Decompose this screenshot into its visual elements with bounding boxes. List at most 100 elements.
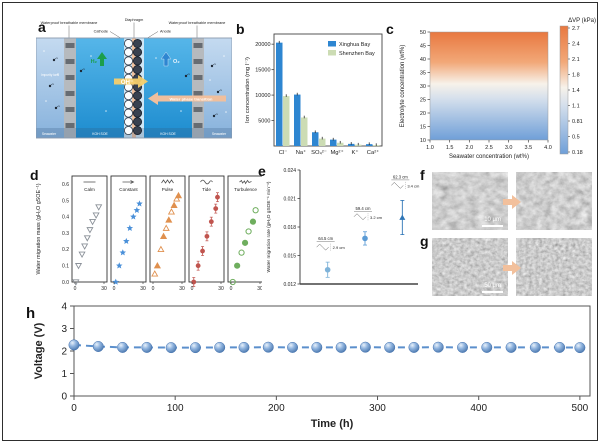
svg-text:Xinghua Bay: Xinghua Bay	[339, 42, 370, 48]
oh-label: OH⁻	[121, 79, 134, 86]
svg-text:59.4 cm: 59.4 cm	[356, 206, 371, 211]
water-phase-label: Water phase transition	[170, 96, 214, 101]
svg-text:0.015: 0.015	[283, 253, 296, 259]
svg-text:30: 30	[218, 286, 224, 292]
svg-text:ΔVP (kPa): ΔVP (kPa)	[568, 18, 596, 24]
svg-text:20000: 20000	[255, 42, 270, 48]
svg-text:1.8: 1.8	[572, 73, 580, 79]
svg-text:30: 30	[257, 286, 262, 292]
svg-text:0.018: 0.018	[283, 225, 296, 231]
svg-text:3: 3	[61, 324, 67, 335]
ion-concentration-bar-chart: 5000 10000 15000 20000 Cl⁻ Na⁺ SO₄²⁻ Mg²⁺ K⁺ Ca²⁺…	[245, 33, 383, 156]
sem-image-f-right	[516, 172, 592, 230]
svg-text:Constant: Constant	[119, 187, 138, 192]
svg-text:35: 35	[420, 71, 426, 77]
svg-text:0.2: 0.2	[62, 247, 69, 253]
svg-text:2.7: 2.7	[572, 26, 580, 32]
svg-text:2: 2	[61, 347, 67, 358]
o2-label: O₂	[173, 59, 180, 65]
electrolyzer-schematic: Waterproof breathable membrane Diaphragm…	[36, 18, 232, 139]
svg-text:1.0: 1.0	[426, 145, 434, 151]
svg-text:1.4: 1.4	[572, 88, 580, 94]
sem-transition-arrow-f-icon	[503, 195, 521, 209]
svg-text:0: 0	[74, 286, 77, 292]
svg-text:Seawater concentration (wt%): Seawater concentration (wt%)	[449, 154, 529, 160]
svg-text:50: 50	[420, 30, 426, 36]
svg-text:Ca²⁺: Ca²⁺	[367, 149, 379, 156]
sem-image-g-left: 50 μm	[432, 238, 508, 296]
svg-text:4: 4	[61, 302, 67, 313]
svg-text:300: 300	[369, 403, 386, 414]
svg-text:0: 0	[61, 392, 67, 403]
svg-text:0: 0	[191, 286, 194, 292]
scale-bar-g: 50 μm	[482, 283, 503, 293]
impurity-ions-label: Impurity ions	[41, 73, 59, 77]
svg-text:100: 100	[167, 403, 184, 414]
svg-text:Pulse: Pulse	[162, 187, 174, 192]
koh-right-label: KOH SOE	[160, 132, 176, 136]
svg-text:2.4: 2.4	[572, 42, 580, 48]
svg-text:25: 25	[420, 98, 426, 104]
membrane-left-label: Waterproof breathable membrane	[41, 21, 98, 25]
panel-label-e: e	[258, 163, 266, 179]
panel-label-b: b	[236, 21, 245, 37]
svg-text:62.3 cm: 62.3 cm	[393, 174, 408, 179]
svg-text:4.0: 4.0	[544, 145, 552, 151]
svg-text:Mg²⁺: Mg²⁺	[330, 149, 343, 156]
svg-text:1: 1	[61, 369, 67, 380]
panel-label-a: a	[38, 19, 46, 35]
svg-text:3.5: 3.5	[525, 145, 533, 151]
svg-text:0.1: 0.1	[62, 263, 69, 269]
oh-arrow-icon	[114, 75, 148, 88]
svg-text:0.5: 0.5	[62, 198, 69, 204]
svg-text:0.024: 0.024	[283, 168, 296, 174]
sem-image-f-left: 10 μm	[432, 172, 508, 230]
anode-label: Anode	[160, 30, 171, 34]
panel-label-d: d	[30, 167, 39, 183]
vapor-pressure-heatmap: 10 15 20 25 30 35 40 45 50 1.0 1.5 2.0 2.5 3.0 3.5 4.0 S…	[400, 18, 596, 160]
seawater-right-label: Seawater	[212, 132, 227, 136]
svg-text:0.3: 0.3	[62, 231, 69, 237]
svg-text:Tide: Tide	[202, 187, 211, 192]
diaphragm-label: Diaphragm	[125, 18, 144, 22]
svg-text:0: 0	[71, 403, 77, 414]
svg-text:30: 30	[101, 286, 107, 292]
svg-text:1.1: 1.1	[572, 104, 580, 110]
svg-text:2.5: 2.5	[485, 145, 493, 151]
impurity-ion-dots	[43, 50, 227, 118]
scale-bar-f: 10 μm	[482, 217, 503, 227]
svg-text:0.18: 0.18	[572, 150, 583, 156]
svg-text:15000: 15000	[255, 68, 270, 74]
panel-label-c: c	[386, 21, 394, 37]
svg-text:0.012: 0.012	[283, 282, 296, 288]
panel-label-f: f	[420, 167, 425, 183]
svg-text:0: 0	[152, 286, 155, 292]
svg-text:20: 20	[420, 111, 426, 117]
svg-text:10: 10	[420, 138, 426, 144]
svg-text:1.5: 1.5	[446, 145, 454, 151]
svg-text:0.4: 0.4	[62, 215, 69, 221]
svg-text:45: 45	[420, 44, 426, 50]
svg-text:64.5 cm: 64.5 cm	[318, 236, 333, 241]
svg-text:2.9 cm: 2.9 cm	[333, 245, 346, 250]
svg-text:Electrolyte concentration (wt%: Electrolyte concentration (wt%)	[400, 45, 406, 128]
svg-text:3.2 cm: 3.2 cm	[370, 215, 383, 220]
panel-label-g: g	[420, 233, 429, 249]
svg-text:3.0: 3.0	[505, 145, 513, 151]
o2-arrow-icon	[160, 51, 172, 67]
svg-text:30: 30	[179, 286, 185, 292]
svg-text:200: 200	[268, 403, 285, 414]
seawater-left-label: Seawater	[42, 132, 57, 136]
membrane-electrode-marks	[65, 43, 203, 128]
svg-text:500: 500	[572, 403, 589, 414]
svg-text:Calm: Calm	[84, 187, 95, 192]
svg-text:Ion concentration (mg l⁻¹): Ion concentration (mg l⁻¹)	[245, 57, 251, 123]
svg-text:0.0: 0.0	[62, 280, 69, 286]
svg-text:3.4 cm: 3.4 cm	[407, 183, 420, 188]
sem-transition-arrow-g-icon	[503, 261, 521, 275]
svg-text:Voltage (V): Voltage (V)	[33, 322, 45, 379]
water-phase-arrow-icon	[148, 92, 226, 105]
svg-text:30: 30	[140, 286, 146, 292]
svg-text:2.1: 2.1	[572, 57, 580, 63]
